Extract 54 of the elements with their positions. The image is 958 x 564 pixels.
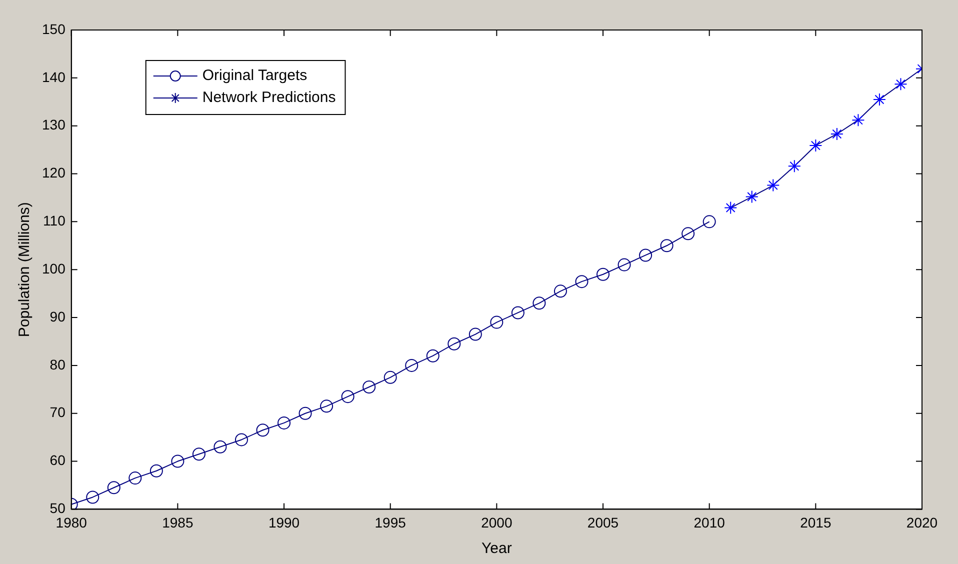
x-tick-label: 1995 bbox=[374, 514, 406, 530]
point bbox=[278, 416, 291, 430]
point bbox=[660, 239, 674, 252]
point bbox=[405, 358, 418, 372]
point bbox=[618, 258, 631, 272]
point bbox=[171, 454, 184, 468]
point bbox=[639, 248, 652, 262]
point bbox=[192, 448, 206, 461]
y-tick-label: 150 bbox=[42, 20, 66, 37]
y-tick-label: 140 bbox=[42, 68, 66, 85]
y-tick-label: 50 bbox=[50, 500, 66, 516]
point bbox=[128, 472, 142, 485]
y-tick-label: 90 bbox=[50, 308, 66, 324]
y-tick-label: 110 bbox=[43, 212, 66, 229]
x-tick-label: 2015 bbox=[800, 514, 832, 530]
x-tick-label: 1990 bbox=[268, 514, 300, 530]
point bbox=[234, 433, 248, 446]
point bbox=[448, 337, 461, 350]
point bbox=[86, 490, 100, 504]
y-tick-label: 130 bbox=[42, 116, 66, 133]
x-tick-label: 2000 bbox=[481, 514, 512, 530]
point bbox=[150, 464, 163, 478]
x-tick-label: 2010 bbox=[694, 514, 726, 530]
point bbox=[554, 284, 567, 298]
point bbox=[256, 424, 270, 437]
x-tick-label: 2005 bbox=[587, 514, 619, 530]
y-tick-label: 60 bbox=[50, 452, 66, 468]
point bbox=[575, 275, 588, 288]
x-tick-label: 1985 bbox=[162, 514, 194, 530]
point bbox=[596, 268, 610, 281]
legend-label: Network Predictions bbox=[202, 89, 336, 106]
x-tick-label: 2020 bbox=[906, 514, 938, 530]
point bbox=[702, 215, 716, 228]
y-tick-label: 100 bbox=[42, 260, 66, 276]
point bbox=[214, 440, 227, 454]
y-axis-title: Population (Millions) bbox=[16, 202, 34, 338]
y-tick-label: 70 bbox=[50, 404, 66, 420]
y-tick-label: 80 bbox=[50, 356, 66, 372]
point bbox=[682, 227, 695, 240]
x-axis-title: Year bbox=[482, 540, 512, 558]
legend-label: Original Targets bbox=[202, 67, 308, 84]
point bbox=[468, 328, 482, 341]
point bbox=[532, 296, 546, 310]
point bbox=[511, 306, 524, 320]
point bbox=[298, 406, 312, 420]
point bbox=[107, 481, 120, 494]
point bbox=[426, 349, 440, 362]
point bbox=[320, 400, 334, 413]
point bbox=[341, 390, 354, 404]
point bbox=[362, 380, 376, 394]
point bbox=[384, 370, 397, 384]
point bbox=[490, 316, 504, 329]
x-tick-label: 1980 bbox=[56, 514, 88, 530]
y-tick-label: 120 bbox=[42, 164, 66, 181]
